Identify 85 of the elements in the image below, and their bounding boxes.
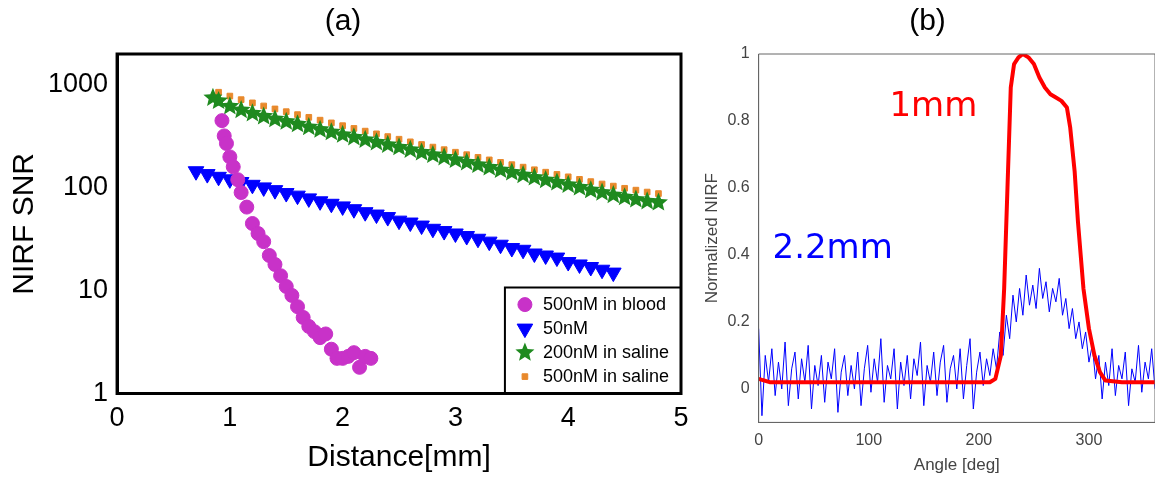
chart-title: (b)	[909, 3, 946, 37]
point	[220, 96, 240, 115]
point	[226, 92, 234, 100]
point	[389, 137, 409, 156]
x-axis-title: Angle [deg]	[913, 455, 1000, 475]
point	[457, 152, 477, 171]
x-tick-label: 1	[222, 402, 238, 433]
series-label: 2.2mm	[772, 226, 893, 267]
y-tick-label: 10	[78, 274, 109, 305]
point	[524, 167, 544, 186]
point	[366, 132, 386, 151]
point	[592, 182, 612, 201]
x-tick-label: 3	[447, 402, 463, 433]
point	[603, 185, 623, 204]
point	[355, 129, 375, 148]
point	[209, 90, 229, 109]
point	[271, 105, 279, 113]
x-axis-title: Distance[mm]	[307, 439, 491, 473]
point	[267, 256, 283, 272]
point	[218, 135, 234, 151]
point	[214, 113, 230, 129]
point	[333, 124, 353, 143]
point	[400, 139, 420, 158]
point	[558, 174, 578, 193]
y-tick-label: 0.2	[727, 312, 750, 330]
legend-label: 200nM in saline	[542, 341, 670, 362]
legend-label: 500nM in saline	[542, 365, 670, 386]
legend-label: 50nM	[542, 317, 588, 338]
x-tick-label: 0	[754, 431, 764, 449]
point	[423, 144, 443, 163]
x-tick-label: 2	[335, 402, 351, 433]
point	[249, 99, 256, 107]
y-tick-label: 100	[63, 171, 109, 202]
point	[239, 199, 255, 215]
y-axis-title: NIRF SNR	[6, 152, 40, 295]
point	[615, 187, 635, 206]
point	[502, 162, 522, 181]
point	[321, 122, 341, 141]
y-tick-label: 1	[740, 44, 750, 62]
point	[237, 96, 245, 103]
point	[260, 102, 268, 110]
x-tick-label: 300	[1075, 431, 1103, 449]
point	[299, 117, 319, 136]
point	[626, 189, 646, 208]
point	[265, 109, 285, 128]
point	[284, 287, 300, 303]
legend-label: 500nM in blood	[542, 293, 667, 314]
x-tick-label: 5	[673, 402, 689, 433]
point	[254, 106, 274, 125]
chart-title: (a)	[324, 3, 362, 37]
y-tick-label: 0.8	[727, 111, 750, 129]
point	[581, 180, 601, 199]
point	[305, 113, 313, 121]
y-tick-label: 0.6	[727, 178, 750, 196]
point	[378, 134, 398, 153]
point	[233, 185, 249, 201]
point	[412, 142, 432, 161]
point	[256, 234, 272, 250]
point	[547, 172, 567, 191]
point	[288, 114, 308, 133]
point	[536, 170, 556, 189]
y-tick-label: 1000	[47, 68, 109, 99]
point	[231, 100, 251, 119]
point	[513, 165, 533, 184]
y-tick-label: 1	[93, 377, 109, 408]
point	[230, 172, 246, 188]
point	[569, 177, 589, 196]
point	[276, 111, 296, 130]
y-tick-label: 0.4	[727, 245, 750, 263]
point	[344, 127, 364, 146]
point	[310, 119, 330, 138]
point	[491, 160, 511, 179]
x-tick-label: 4	[560, 402, 576, 433]
point	[468, 154, 488, 174]
y-axis-title: Normalized NIRF	[701, 173, 721, 304]
x-tick-label: 100	[855, 431, 883, 449]
point	[434, 147, 454, 166]
series-label: 1mm	[889, 84, 978, 125]
point	[479, 157, 499, 176]
point	[225, 159, 241, 175]
point	[445, 149, 465, 168]
point	[242, 103, 262, 122]
y-tick-label: 0	[740, 379, 750, 397]
point	[637, 191, 657, 210]
x-tick-label: 200	[965, 431, 993, 449]
